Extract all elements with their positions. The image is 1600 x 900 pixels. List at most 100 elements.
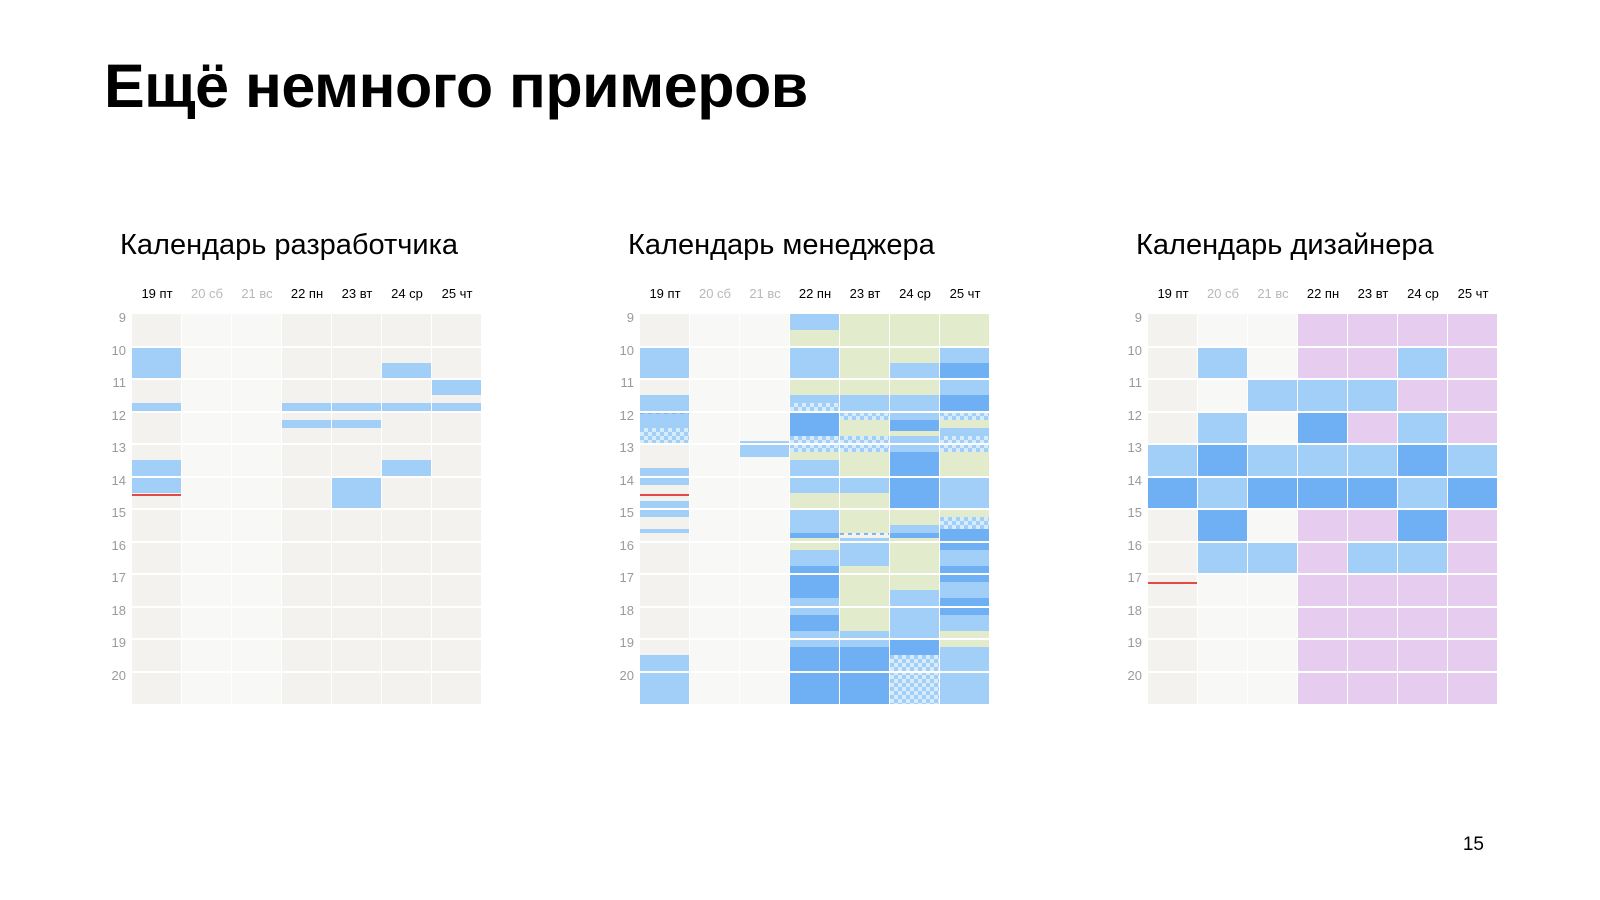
calendar-event[interactable] xyxy=(890,525,939,534)
calendar-event[interactable] xyxy=(940,476,989,509)
calendar-event[interactable] xyxy=(790,492,839,509)
calendar-event[interactable] xyxy=(940,549,989,566)
calendar-event[interactable] xyxy=(1398,476,1447,509)
calendar-event[interactable] xyxy=(940,647,989,704)
calendar-event[interactable] xyxy=(1398,509,1447,542)
day-column[interactable] xyxy=(182,314,231,704)
calendar-event[interactable] xyxy=(432,403,481,412)
calendar-event[interactable] xyxy=(1398,379,1447,412)
day-column[interactable] xyxy=(890,314,939,704)
calendar-event[interactable] xyxy=(940,346,989,363)
calendar-event[interactable] xyxy=(840,411,889,420)
calendar-event[interactable] xyxy=(940,362,989,379)
calendar-event[interactable] xyxy=(1298,444,1347,477)
calendar-event[interactable] xyxy=(790,395,839,404)
calendar-event[interactable] xyxy=(790,403,839,412)
calendar-event[interactable] xyxy=(890,565,939,591)
calendar-event[interactable] xyxy=(332,419,381,428)
calendar-event[interactable] xyxy=(790,614,839,631)
calendar-event[interactable] xyxy=(890,452,939,509)
calendar-event[interactable] xyxy=(940,379,989,396)
calendar-event[interactable] xyxy=(1148,476,1197,509)
day-column[interactable] xyxy=(690,314,739,704)
calendar-event[interactable] xyxy=(1248,476,1297,509)
calendar-event[interactable] xyxy=(890,533,939,539)
day-column[interactable] xyxy=(1198,314,1247,704)
calendar-event[interactable] xyxy=(790,330,839,347)
calendar-event[interactable] xyxy=(1348,509,1397,542)
calendar-event[interactable] xyxy=(940,452,989,477)
calendar-event[interactable] xyxy=(890,509,939,526)
calendar-event[interactable] xyxy=(1248,444,1297,477)
calendar-event[interactable] xyxy=(840,492,889,534)
calendar-event[interactable] xyxy=(282,419,331,428)
calendar-event[interactable] xyxy=(1348,444,1397,477)
calendar-event[interactable] xyxy=(132,403,181,412)
calendar-event[interactable] xyxy=(840,647,889,704)
calendar-event[interactable] xyxy=(940,395,989,412)
day-column[interactable] xyxy=(132,314,181,704)
calendar-event[interactable] xyxy=(1398,411,1447,444)
calendar-event[interactable] xyxy=(790,379,839,396)
calendar-event[interactable] xyxy=(940,419,989,428)
day-column[interactable] xyxy=(332,314,381,704)
calendar-event[interactable] xyxy=(890,538,939,566)
calendar-event[interactable] xyxy=(890,395,939,420)
calendar-event[interactable] xyxy=(840,565,889,631)
calendar-event[interactable] xyxy=(1398,541,1447,574)
calendar-event[interactable] xyxy=(1198,346,1247,379)
calendar-event[interactable] xyxy=(1398,346,1447,379)
day-column[interactable] xyxy=(1248,314,1297,704)
calendar-event[interactable] xyxy=(1348,379,1397,412)
calendar-event[interactable] xyxy=(890,431,939,436)
calendar-event[interactable] xyxy=(1148,444,1197,477)
calendar-event[interactable] xyxy=(940,517,989,529)
calendar-event[interactable] xyxy=(840,476,889,493)
calendar-event[interactable] xyxy=(940,528,989,550)
calendar-event[interactable] xyxy=(790,647,839,704)
calendar-event[interactable] xyxy=(790,346,839,379)
calendar-event[interactable] xyxy=(640,346,689,379)
calendar-event[interactable] xyxy=(890,639,939,656)
calendar-event[interactable] xyxy=(1398,314,1447,347)
day-column[interactable] xyxy=(1398,314,1447,704)
calendar-event[interactable] xyxy=(1298,476,1347,509)
calendar-event[interactable] xyxy=(1448,444,1497,477)
calendar-event[interactable] xyxy=(890,379,939,396)
calendar-event[interactable] xyxy=(1198,476,1247,509)
calendar-event[interactable] xyxy=(840,419,889,436)
calendar-event[interactable] xyxy=(1298,411,1347,444)
calendar-event[interactable] xyxy=(382,362,431,379)
calendar-event[interactable] xyxy=(790,411,839,436)
day-column[interactable] xyxy=(1348,314,1397,704)
calendar-event[interactable] xyxy=(790,509,839,534)
day-column[interactable] xyxy=(740,314,789,704)
calendar-event[interactable] xyxy=(332,403,381,412)
calendar-event[interactable] xyxy=(1448,476,1497,509)
calendar-event[interactable] xyxy=(790,533,839,539)
calendar-event[interactable] xyxy=(640,411,689,414)
calendar-event[interactable] xyxy=(640,411,689,428)
calendar-event[interactable] xyxy=(890,362,939,379)
day-column[interactable] xyxy=(232,314,281,704)
calendar-event[interactable] xyxy=(1248,379,1297,412)
calendar-event[interactable] xyxy=(890,590,939,639)
calendar-event[interactable] xyxy=(790,538,839,550)
calendar-event[interactable] xyxy=(940,427,989,436)
calendar-event[interactable] xyxy=(1298,379,1347,412)
day-column[interactable] xyxy=(1298,314,1347,704)
calendar-event[interactable] xyxy=(640,395,689,412)
day-column[interactable] xyxy=(382,314,431,704)
calendar-event[interactable] xyxy=(1198,509,1247,542)
calendar-event[interactable] xyxy=(790,549,839,566)
calendar-event[interactable] xyxy=(1398,444,1447,477)
day-column[interactable] xyxy=(940,314,989,704)
calendar-event[interactable] xyxy=(890,314,939,347)
calendar-event[interactable] xyxy=(940,582,989,599)
day-column[interactable] xyxy=(282,314,331,704)
calendar-event[interactable] xyxy=(790,565,839,599)
calendar-event[interactable] xyxy=(890,419,939,431)
calendar-event[interactable] xyxy=(132,346,181,379)
calendar-event[interactable] xyxy=(890,346,939,363)
calendar-event[interactable] xyxy=(1198,444,1247,477)
